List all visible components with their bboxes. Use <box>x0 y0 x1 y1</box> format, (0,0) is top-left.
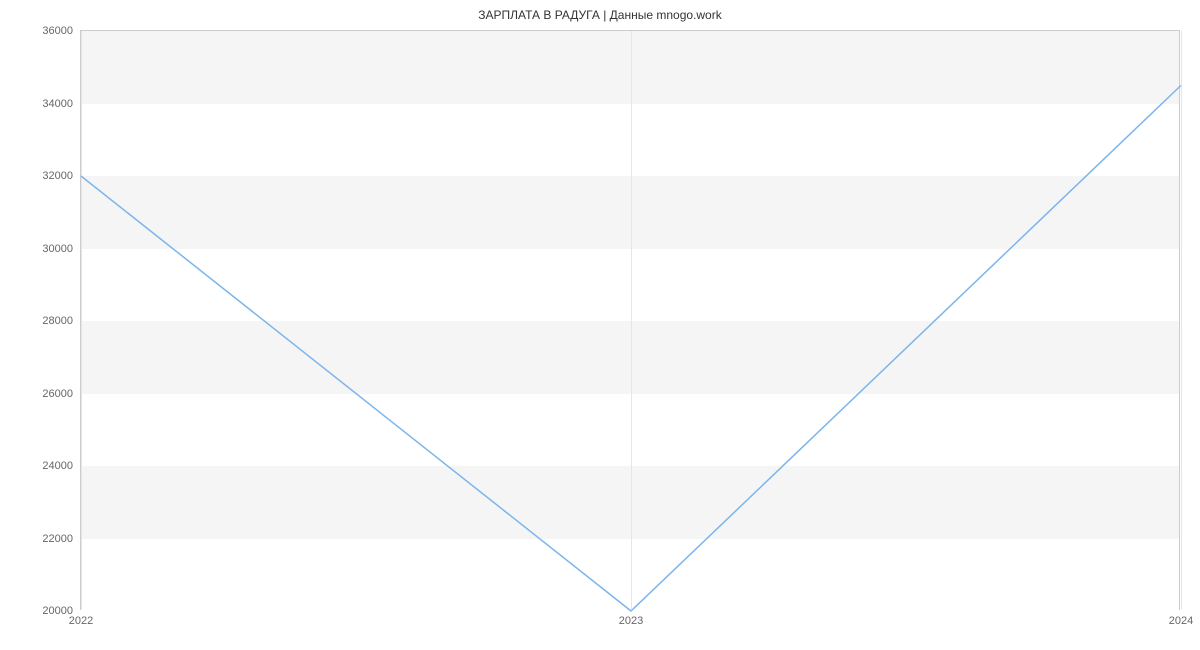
y-tick-label: 34000 <box>42 98 81 110</box>
series-line-salary <box>81 85 1181 611</box>
plot-area: 2000022000240002600028000300003200034000… <box>80 30 1180 610</box>
x-tick-label: 2022 <box>69 609 93 627</box>
chart-title: ЗАРПЛАТА В РАДУГА | Данные mnogo.work <box>0 8 1200 22</box>
y-tick-label: 36000 <box>42 25 81 37</box>
y-tick-label: 30000 <box>42 243 81 255</box>
x-gridline <box>1181 31 1182 609</box>
y-tick-label: 22000 <box>42 533 81 545</box>
y-tick-label: 32000 <box>42 170 81 182</box>
y-tick-label: 28000 <box>42 315 81 327</box>
y-tick-label: 24000 <box>42 460 81 472</box>
salary-line-chart: ЗАРПЛАТА В РАДУГА | Данные mnogo.work 20… <box>0 0 1200 650</box>
series-layer <box>81 31 1181 611</box>
y-tick-label: 26000 <box>42 388 81 400</box>
x-tick-label: 2024 <box>1169 609 1193 627</box>
